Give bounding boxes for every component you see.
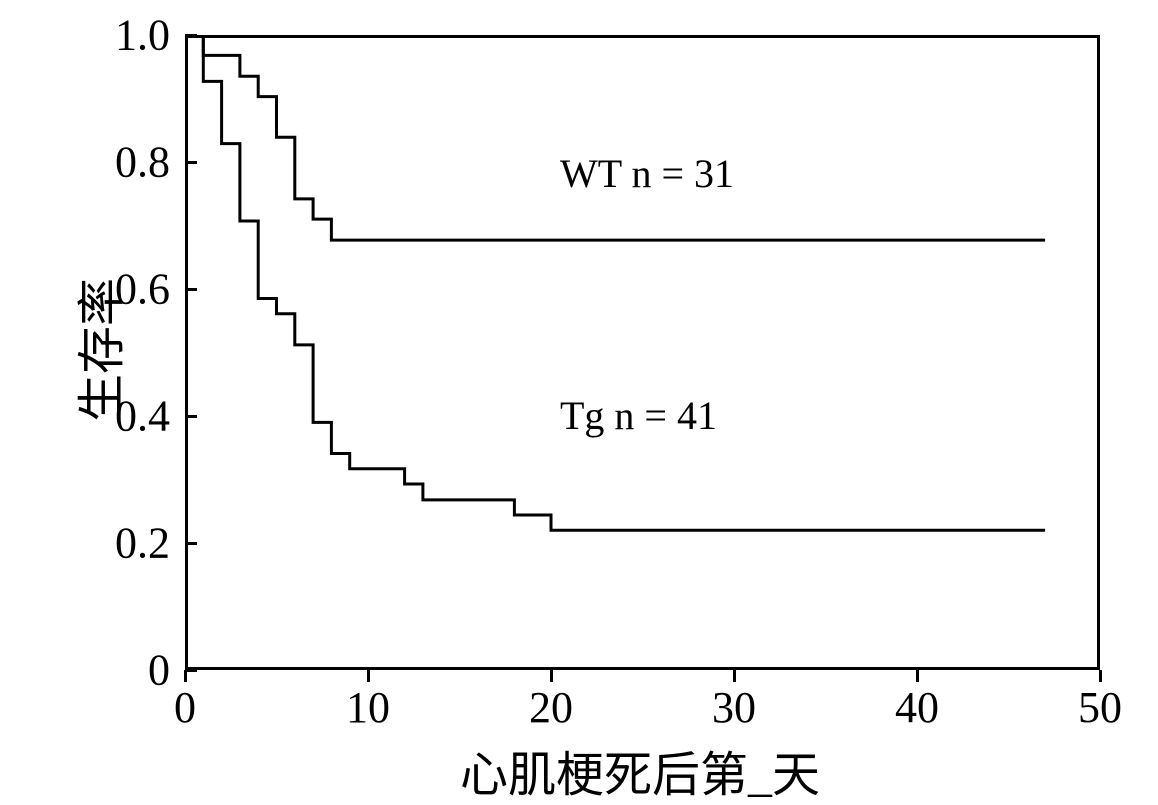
y-tick-label: 0.2 (115, 518, 170, 569)
y-tick-label: 0.8 (115, 137, 170, 188)
y-tick-mark (185, 542, 197, 545)
survival-chart: 生存率 心肌梗死后第_天 00.20.40.60.81.0 0102030405… (0, 0, 1158, 798)
y-tick-label: 1.0 (115, 10, 170, 61)
y-tick-mark (185, 34, 197, 37)
x-axis-label: 心肌梗死后第_天 (460, 735, 820, 805)
y-tick-mark (185, 669, 197, 672)
x-tick-mark (1099, 670, 1102, 682)
x-tick-mark (367, 670, 370, 682)
y-tick-mark (185, 288, 197, 291)
tg-survival-line (185, 35, 1045, 530)
survival-curves-svg (185, 35, 1100, 670)
y-tick-label: 0.6 (115, 264, 170, 315)
wt-survival-line (185, 35, 1045, 240)
x-tick-label: 0 (174, 682, 196, 733)
tg-series-label: Tg n = 41 (560, 392, 717, 439)
x-tick-mark (184, 670, 187, 682)
x-tick-label: 40 (895, 682, 939, 733)
x-tick-label: 50 (1078, 682, 1122, 733)
y-tick-mark (185, 161, 197, 164)
y-tick-label: 0.4 (115, 391, 170, 442)
x-tick-mark (733, 670, 736, 682)
x-tick-label: 20 (529, 682, 573, 733)
x-tick-label: 30 (712, 682, 756, 733)
y-tick-mark (185, 415, 197, 418)
x-tick-label: 10 (346, 682, 390, 733)
y-tick-label: 0 (148, 645, 170, 696)
wt-series-label: WT n = 31 (560, 150, 734, 197)
x-tick-mark (916, 670, 919, 682)
x-tick-mark (550, 670, 553, 682)
